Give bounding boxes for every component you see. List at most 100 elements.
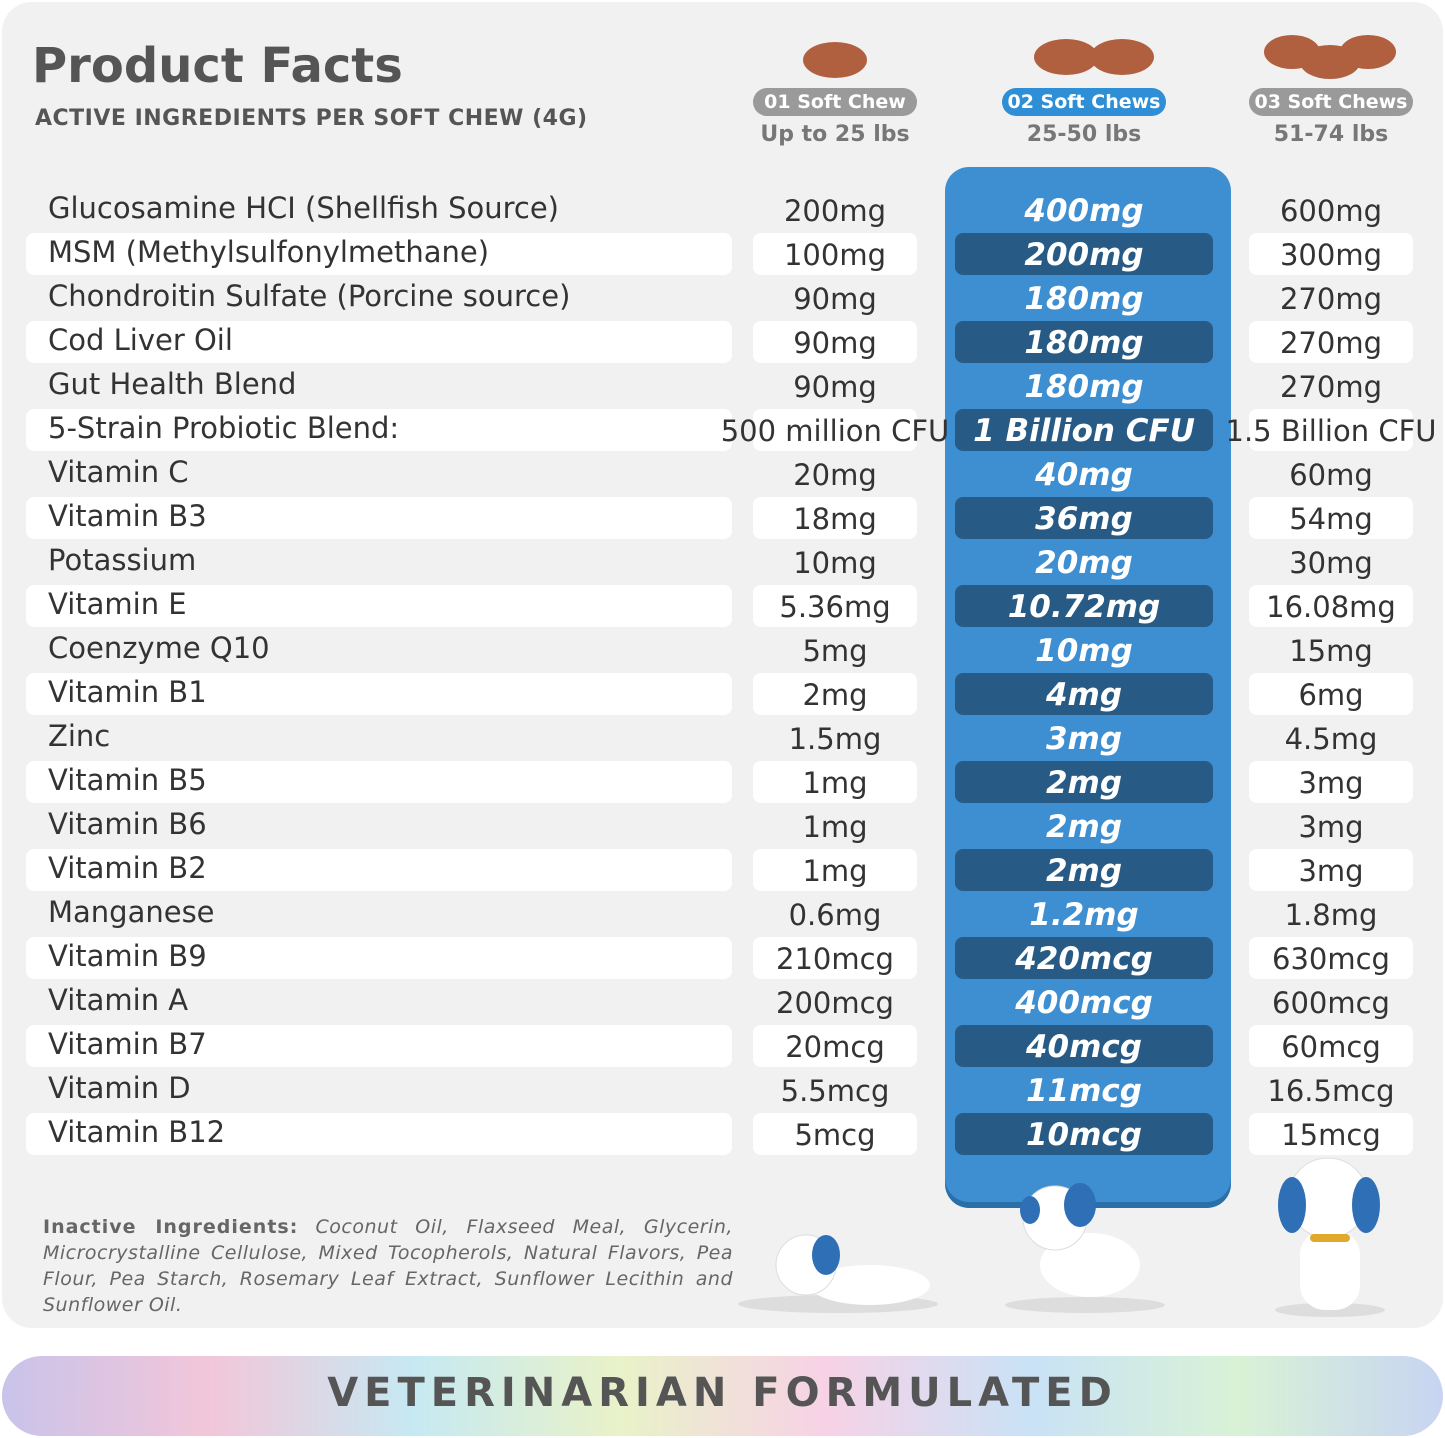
amount: 100mg	[783, 238, 886, 272]
column-label: 02 Soft Chews	[1002, 88, 1166, 116]
row-bar	[753, 497, 917, 539]
amount: 40mcg	[1025, 1029, 1142, 1065]
amount: 4.5mg	[1284, 722, 1378, 756]
row-bar	[753, 937, 917, 979]
subtitle: ACTIVE INGREDIENTS PER SOFT CHEW (4G)	[35, 106, 588, 131]
column-label: 03 Soft Chews	[1249, 88, 1413, 116]
ingredient-name: Vitamin B2	[48, 851, 207, 885]
amount: 15mcg	[1281, 1118, 1381, 1152]
amount: 5.36mg	[779, 590, 891, 624]
amount: 10mcg	[1025, 1117, 1142, 1153]
amount: 1.5mg	[788, 722, 882, 756]
row-bar	[753, 761, 917, 803]
amount: 2mg	[1045, 765, 1123, 801]
amount: 180mg	[1024, 369, 1144, 405]
amount: 500 million CFU	[720, 414, 950, 448]
title: Product Facts	[32, 38, 403, 94]
row-bar	[26, 321, 732, 363]
amount: 5.5mcg	[780, 1074, 890, 1108]
amount: 1mg	[802, 766, 868, 800]
row-bar	[1249, 233, 1413, 275]
row-bar	[1249, 585, 1413, 627]
row-bar-dark	[955, 937, 1213, 979]
amount: 36mg	[1035, 501, 1133, 537]
amount: 200mg	[1024, 237, 1144, 273]
amount: 400mcg	[1015, 985, 1153, 1021]
amount: 1mg	[802, 810, 868, 844]
ingredient-name: Manganese	[48, 895, 215, 929]
row-bar	[26, 937, 732, 979]
row-bar	[753, 1113, 917, 1155]
amount: 40mg	[1035, 457, 1133, 493]
row-bar-dark	[955, 849, 1213, 891]
amount: 10mg	[793, 546, 877, 580]
column-label: 01 Soft Chew	[753, 88, 917, 116]
row-bar	[1249, 1025, 1413, 1067]
amount: 180mg	[1024, 325, 1144, 361]
row-bar	[753, 1025, 917, 1067]
amount: 600mcg	[1272, 986, 1390, 1020]
amount: 2mg	[1045, 853, 1123, 889]
amount: 54mg	[1289, 502, 1373, 536]
row-bar	[753, 585, 917, 627]
amount: 11mcg	[1025, 1073, 1142, 1109]
amount: 16.08mg	[1266, 590, 1396, 624]
amount: 270mg	[1279, 370, 1382, 404]
amount: 4mg	[1045, 677, 1123, 713]
ingredient-name: Vitamin B5	[48, 763, 207, 797]
amount: 15mg	[1289, 634, 1373, 668]
row-bar-dark	[955, 497, 1213, 539]
amount: 3mg	[1298, 766, 1364, 800]
ingredient-name: Vitamin B3	[48, 499, 207, 533]
amount: 300mg	[1279, 238, 1382, 272]
row-bar-dark	[955, 233, 1213, 275]
row-bar	[753, 321, 917, 363]
amount: 6mg	[1298, 678, 1364, 712]
amount: 20mcg	[785, 1030, 885, 1064]
row-bar-dark	[955, 585, 1213, 627]
amount: 60mg	[1289, 458, 1373, 492]
row-bar	[26, 849, 732, 891]
amount: 1.2mg	[1029, 897, 1139, 933]
amount: 3mg	[1298, 810, 1364, 844]
amount: 10.72mg	[1007, 589, 1161, 625]
footer-text: VETERINARIAN FORMULATED	[327, 1370, 1118, 1416]
amount: 1.8mg	[1284, 898, 1378, 932]
footer-banner	[2, 1356, 1443, 1436]
amount: 200mcg	[776, 986, 894, 1020]
row-bar-dark	[955, 1025, 1213, 1067]
amount: 180mg	[1024, 281, 1144, 317]
inactive-text: Coconut Oil, Flaxseed Meal, Glycerin, Mi…	[43, 1216, 733, 1316]
ingredient-name: 5-Strain Probiotic Blend:	[48, 411, 400, 445]
column-weight: 51-74 lbs	[1273, 122, 1389, 147]
amount: 270mg	[1279, 282, 1382, 316]
amount: 20mg	[793, 458, 877, 492]
row-bar-dark	[955, 409, 1213, 451]
amount: 420mcg	[1015, 941, 1153, 977]
amount: 18mg	[793, 502, 877, 536]
row-bar	[1249, 937, 1413, 979]
amount: 600mg	[1279, 194, 1382, 228]
row-bar	[1249, 1113, 1413, 1155]
inactive-ingredients: Inactive Ingredients: Coconut Oil, Flaxs…	[43, 1214, 733, 1318]
ingredient-name: Vitamin C	[48, 455, 189, 489]
ingredient-name: Glucosamine HCI (Shellfish Source)	[48, 191, 559, 225]
amount: 3mg	[1045, 721, 1123, 757]
ingredient-name: Cod Liver Oil	[48, 323, 233, 357]
ingredient-name: MSM (Methylsulfonylmethane)	[48, 235, 490, 269]
row-bar-dark	[955, 761, 1213, 803]
row-bar	[1249, 321, 1413, 363]
column-weight: 25-50 lbs	[1026, 122, 1142, 147]
row-bar	[26, 1025, 732, 1067]
row-bar	[753, 409, 917, 451]
amount: 3mg	[1298, 854, 1364, 888]
amount: 0.6mg	[788, 898, 882, 932]
row-bar	[753, 233, 917, 275]
ingredient-name: Coenzyme Q10	[48, 631, 270, 665]
row-bar	[1249, 849, 1413, 891]
row-bar-dark	[955, 321, 1213, 363]
ingredient-name: Potassium	[48, 543, 197, 577]
amount: 30mg	[1289, 546, 1373, 580]
inactive-label: Inactive Ingredients:	[43, 1216, 299, 1238]
